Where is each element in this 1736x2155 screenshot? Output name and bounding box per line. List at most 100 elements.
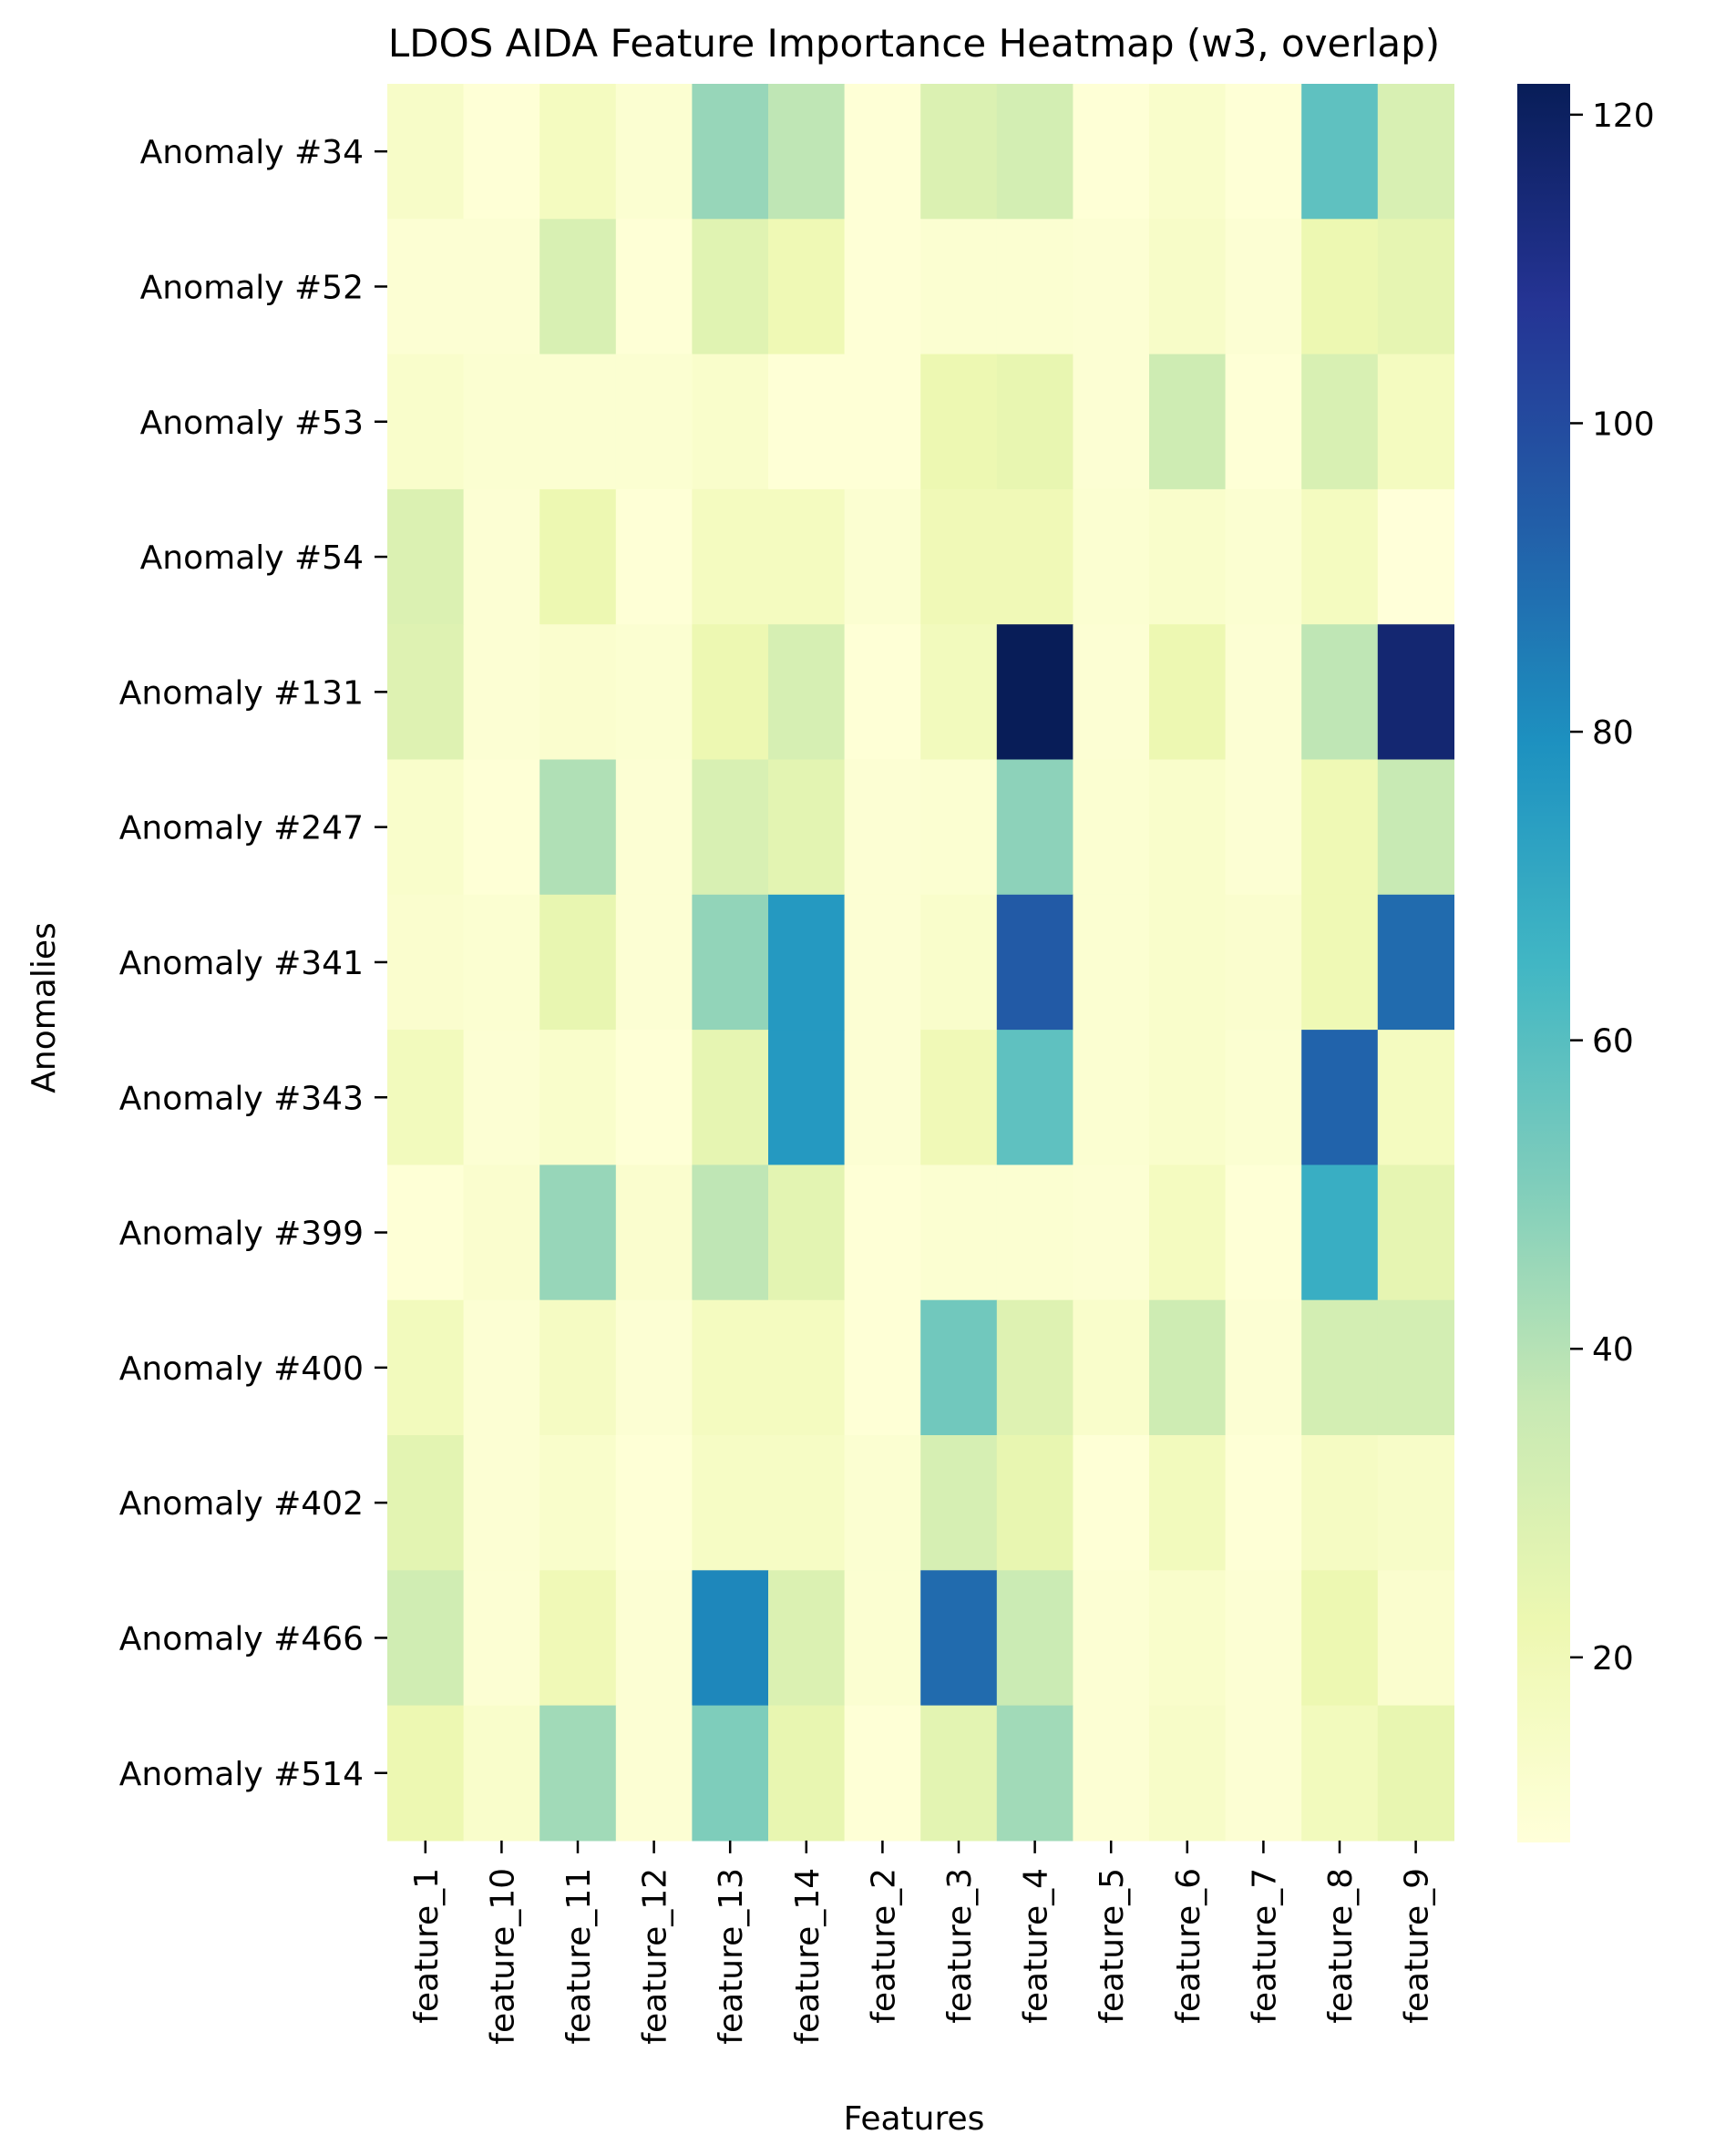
heatmap-cell [387, 1570, 465, 1707]
heatmap-cell [996, 1705, 1073, 1842]
heatmap-cell [539, 894, 617, 1031]
row-tick-label: Anomaly #400 [119, 1350, 364, 1388]
heatmap-cell [692, 354, 769, 490]
heatmap-cell [463, 84, 540, 220]
colorbar-tick-label: 20 [1592, 1640, 1634, 1678]
heatmap-cell [1225, 1435, 1302, 1571]
heatmap-cell [1301, 1435, 1379, 1571]
row-tick-label: Anomaly #247 [119, 810, 364, 847]
heatmap-cell [1149, 488, 1227, 625]
heatmap-cell [920, 1570, 998, 1707]
heatmap-cell [1149, 219, 1227, 355]
column-tick-labels: feature_1 feature_10 feature_11 feature_12 f… [408, 1868, 1436, 2045]
heatmap-cell [615, 1165, 693, 1301]
heatmap-cell [615, 759, 693, 896]
row-tick-marks [375, 149, 387, 1774]
heatmap-cell [996, 1570, 1073, 1707]
heatmap-cell [1149, 894, 1227, 1031]
heatmap-cell [996, 759, 1073, 896]
heatmap-cell [1073, 1299, 1150, 1436]
column-tick-label: feature_11 [560, 1868, 598, 2045]
heatmap-cell [844, 1435, 921, 1571]
heatmap-cell [692, 219, 769, 355]
heatmap-cell [920, 84, 998, 220]
heatmap-cell [1073, 624, 1150, 761]
heatmap-cell [539, 354, 617, 490]
heatmap-cell [539, 84, 617, 220]
column-tick-label: feature_3 [941, 1868, 979, 2024]
heatmap-cell [463, 1299, 540, 1436]
heatmap-cell [1149, 759, 1227, 896]
heatmap-cell [1149, 1435, 1227, 1571]
heatmap-cell [920, 894, 998, 1031]
heatmap-cell [387, 354, 465, 490]
heatmap-cell [387, 219, 465, 355]
row-tick-label: Anomaly #402 [119, 1485, 364, 1523]
heatmap-cell [615, 894, 693, 1031]
heatmap-cell [1301, 1705, 1379, 1842]
heatmap-cell [1149, 624, 1227, 761]
heatmap-cell [692, 1705, 769, 1842]
heatmap-cell [1377, 354, 1454, 490]
y-axis-label: Anomalies [26, 922, 63, 1093]
heatmap-cell [1073, 1030, 1150, 1165]
heatmap-cell [768, 354, 846, 490]
heatmap-cell [539, 624, 617, 761]
colorbar-tick-label: 40 [1592, 1331, 1634, 1369]
heatmap-cell [996, 1299, 1073, 1436]
heatmap-cell [387, 894, 465, 1031]
colorbar-ticks: 20 40 60 80 100 120 [1570, 97, 1655, 1678]
heatmap-cell [1377, 1570, 1454, 1707]
heatmap-cell [1377, 219, 1454, 355]
heatmap-cell [768, 894, 846, 1031]
heatmap-cell [1377, 759, 1454, 896]
heatmap-cell [692, 488, 769, 625]
heatmap-cell [692, 1435, 769, 1571]
column-tick-label: feature_12 [637, 1868, 674, 2045]
heatmap-cell [463, 354, 540, 490]
heatmap-cell [463, 1030, 540, 1165]
heatmap-cell [768, 1165, 846, 1301]
heatmap-cell [996, 84, 1073, 220]
heatmap-cell [387, 1705, 465, 1842]
heatmap-cell [692, 1165, 769, 1301]
heatmap-cell [1377, 894, 1454, 1031]
heatmap-cell [1301, 488, 1379, 625]
heatmap-cell [844, 1570, 921, 1707]
heatmap-cell [1377, 624, 1454, 761]
column-tick-label: feature_5 [1094, 1868, 1131, 2024]
chart-title: LDOS AIDA Feature Importance Heatmap (w3… [388, 21, 1440, 66]
heatmap-cell [1073, 894, 1150, 1031]
heatmap-cell [1301, 219, 1379, 355]
heatmap-cell [1073, 354, 1150, 490]
heatmap-cell [844, 894, 921, 1031]
heatmap-cell [1225, 1705, 1302, 1842]
row-tick-label: Anomaly #53 [140, 405, 364, 442]
heatmap-cell [692, 1299, 769, 1436]
row-tick-label: Anomaly #514 [119, 1756, 364, 1793]
heatmap-cell [1149, 1570, 1227, 1707]
column-tick-label: feature_14 [789, 1868, 827, 2045]
heatmap-cell [1377, 1299, 1454, 1436]
heatmap-cell [615, 1705, 693, 1842]
heatmap-cell [1149, 1165, 1227, 1301]
heatmap-cell [615, 1570, 693, 1707]
column-tick-label: feature_9 [1399, 1868, 1436, 2024]
heatmap-cell [387, 759, 465, 896]
heatmap-cell [463, 219, 540, 355]
heatmap-cell [1149, 84, 1227, 220]
heatmap-cell [996, 1435, 1073, 1571]
heatmap-cell [1377, 1705, 1454, 1842]
row-tick-label: Anomaly #54 [140, 539, 364, 577]
heatmap-cell [844, 354, 921, 490]
heatmap-cell [844, 1030, 921, 1165]
heatmap-cell [920, 488, 998, 625]
heatmap-cell [1149, 354, 1227, 490]
heatmap-cell [539, 1435, 617, 1571]
heatmap-cell [1377, 1165, 1454, 1301]
column-tick-label: feature_7 [1246, 1868, 1283, 2024]
heatmap-cell [1301, 1299, 1379, 1436]
heatmap-cell [615, 84, 693, 220]
heatmap-cell [1225, 759, 1302, 896]
heatmap-cell [844, 1705, 921, 1842]
